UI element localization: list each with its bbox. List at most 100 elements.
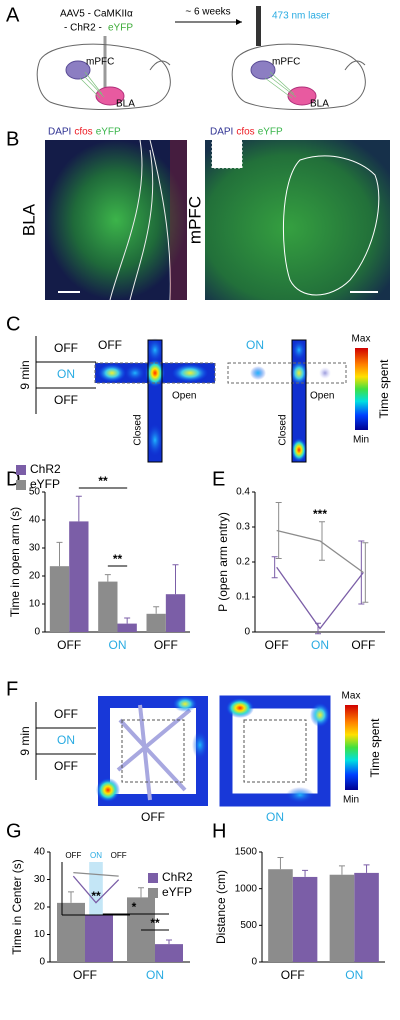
x-tick-label: ON — [109, 638, 127, 652]
error-bar — [138, 887, 144, 898]
y-tick-label: 20 — [29, 571, 41, 582]
annotation: ** — [98, 474, 108, 488]
laser-label: 473 nm laser — [272, 11, 330, 22]
heat — [219, 695, 331, 807]
projection — [79, 71, 105, 99]
colorbar-min: Min — [343, 795, 359, 806]
legend-label: ChR2 — [162, 870, 193, 884]
y-tick-label: 40 — [29, 515, 41, 526]
panel-label: H — [212, 820, 226, 842]
legend-label: eYFP — [30, 477, 60, 491]
projection — [264, 71, 297, 99]
legend-swatch — [148, 873, 158, 883]
heat — [319, 367, 331, 379]
annotation: ** — [113, 552, 123, 566]
protocol-label: OFF — [54, 393, 78, 407]
colorbar-max: Max — [352, 334, 371, 345]
y-tick-label: 10 — [34, 929, 46, 940]
y-tick-label: 0.2 — [236, 557, 250, 568]
heat — [145, 359, 165, 387]
center-zone — [243, 719, 307, 783]
bar — [268, 869, 293, 962]
stain-label: DAPI — [210, 127, 233, 138]
arm-label: Closed — [133, 414, 144, 445]
protocol-label: OFF — [54, 707, 78, 721]
y-axis-label: Distance (cm) — [214, 870, 228, 944]
construct-label: AAV5 - CaMKIIα — [60, 9, 133, 20]
legend-swatch — [148, 888, 158, 898]
open-field-heatmap — [96, 696, 208, 806]
x-tick-label: OFF — [65, 851, 81, 860]
colorbar — [345, 705, 358, 790]
error-bar — [315, 622, 321, 635]
heat — [250, 366, 266, 380]
y-tick-label: 20 — [34, 902, 46, 913]
stain-label: eYFP — [258, 127, 283, 138]
bar — [155, 944, 183, 962]
protocol: 9 min OFF ON OFF — [18, 336, 96, 414]
panel-label: B — [6, 128, 19, 150]
micrograph — [45, 140, 187, 300]
bar — [98, 581, 118, 632]
error-bar — [68, 891, 74, 903]
condition-label: OFF — [98, 338, 122, 352]
y-tick-label: 30 — [29, 543, 41, 554]
error-bar — [302, 869, 309, 877]
duration-label: 9 min — [18, 360, 32, 389]
error-bar — [166, 939, 172, 945]
mpfc-region — [65, 60, 91, 80]
x-tick-label: ON — [90, 851, 102, 860]
region-label: BLA — [19, 203, 38, 236]
brain-outline — [36, 43, 171, 110]
heat — [96, 778, 120, 802]
error-bar — [56, 541, 63, 567]
heat — [290, 361, 308, 385]
y-tick-label: 500 — [240, 920, 257, 931]
heat — [310, 703, 330, 727]
region-label: mPFC — [272, 57, 300, 68]
error-bar — [363, 864, 370, 873]
annotation: *** — [313, 507, 327, 521]
y-tick-label: 0.3 — [236, 522, 250, 533]
region-label: mPFC — [185, 196, 204, 244]
x-tick-label: OFF — [57, 638, 81, 652]
legend-swatch — [16, 480, 26, 490]
line — [72, 875, 120, 904]
error-bar — [358, 540, 365, 605]
x-tick-label: OFF — [351, 638, 375, 652]
stain-label: eYFP — [96, 127, 121, 138]
region-label: mPFC — [86, 57, 114, 68]
heat — [147, 424, 163, 456]
condition-label: ON — [266, 810, 284, 824]
protocol-label: ON — [57, 367, 75, 381]
heat — [292, 340, 306, 360]
bar — [117, 623, 137, 632]
region-label: BLA — [310, 99, 329, 110]
annotation: ** — [150, 916, 160, 930]
heat — [172, 364, 208, 382]
heat — [291, 438, 307, 462]
y-tick-label: 10 — [29, 599, 41, 610]
closed-arm-outline — [147, 339, 163, 463]
line — [73, 871, 119, 877]
maze-heatmap — [227, 339, 347, 463]
stain-label: DAPI — [48, 127, 71, 138]
x-tick-label: OFF — [111, 851, 127, 860]
brain-outline — [231, 43, 366, 110]
y-tick-label: 0.1 — [236, 592, 250, 603]
bar — [69, 521, 89, 632]
duration-label: 9 min — [18, 726, 32, 755]
error-bar — [271, 556, 278, 579]
y-tick-label: 1000 — [235, 883, 258, 894]
arm-label: Closed — [278, 414, 289, 445]
cfos-signal — [170, 140, 187, 300]
legend-label: eYFP — [162, 885, 192, 899]
arm-label: Open — [172, 391, 196, 402]
fiber-track — [211, 139, 243, 169]
annotation: ** — [91, 889, 101, 903]
closed-arm-outline — [291, 339, 307, 463]
colorbar-label: Time spent — [377, 359, 391, 419]
bar — [329, 874, 355, 962]
